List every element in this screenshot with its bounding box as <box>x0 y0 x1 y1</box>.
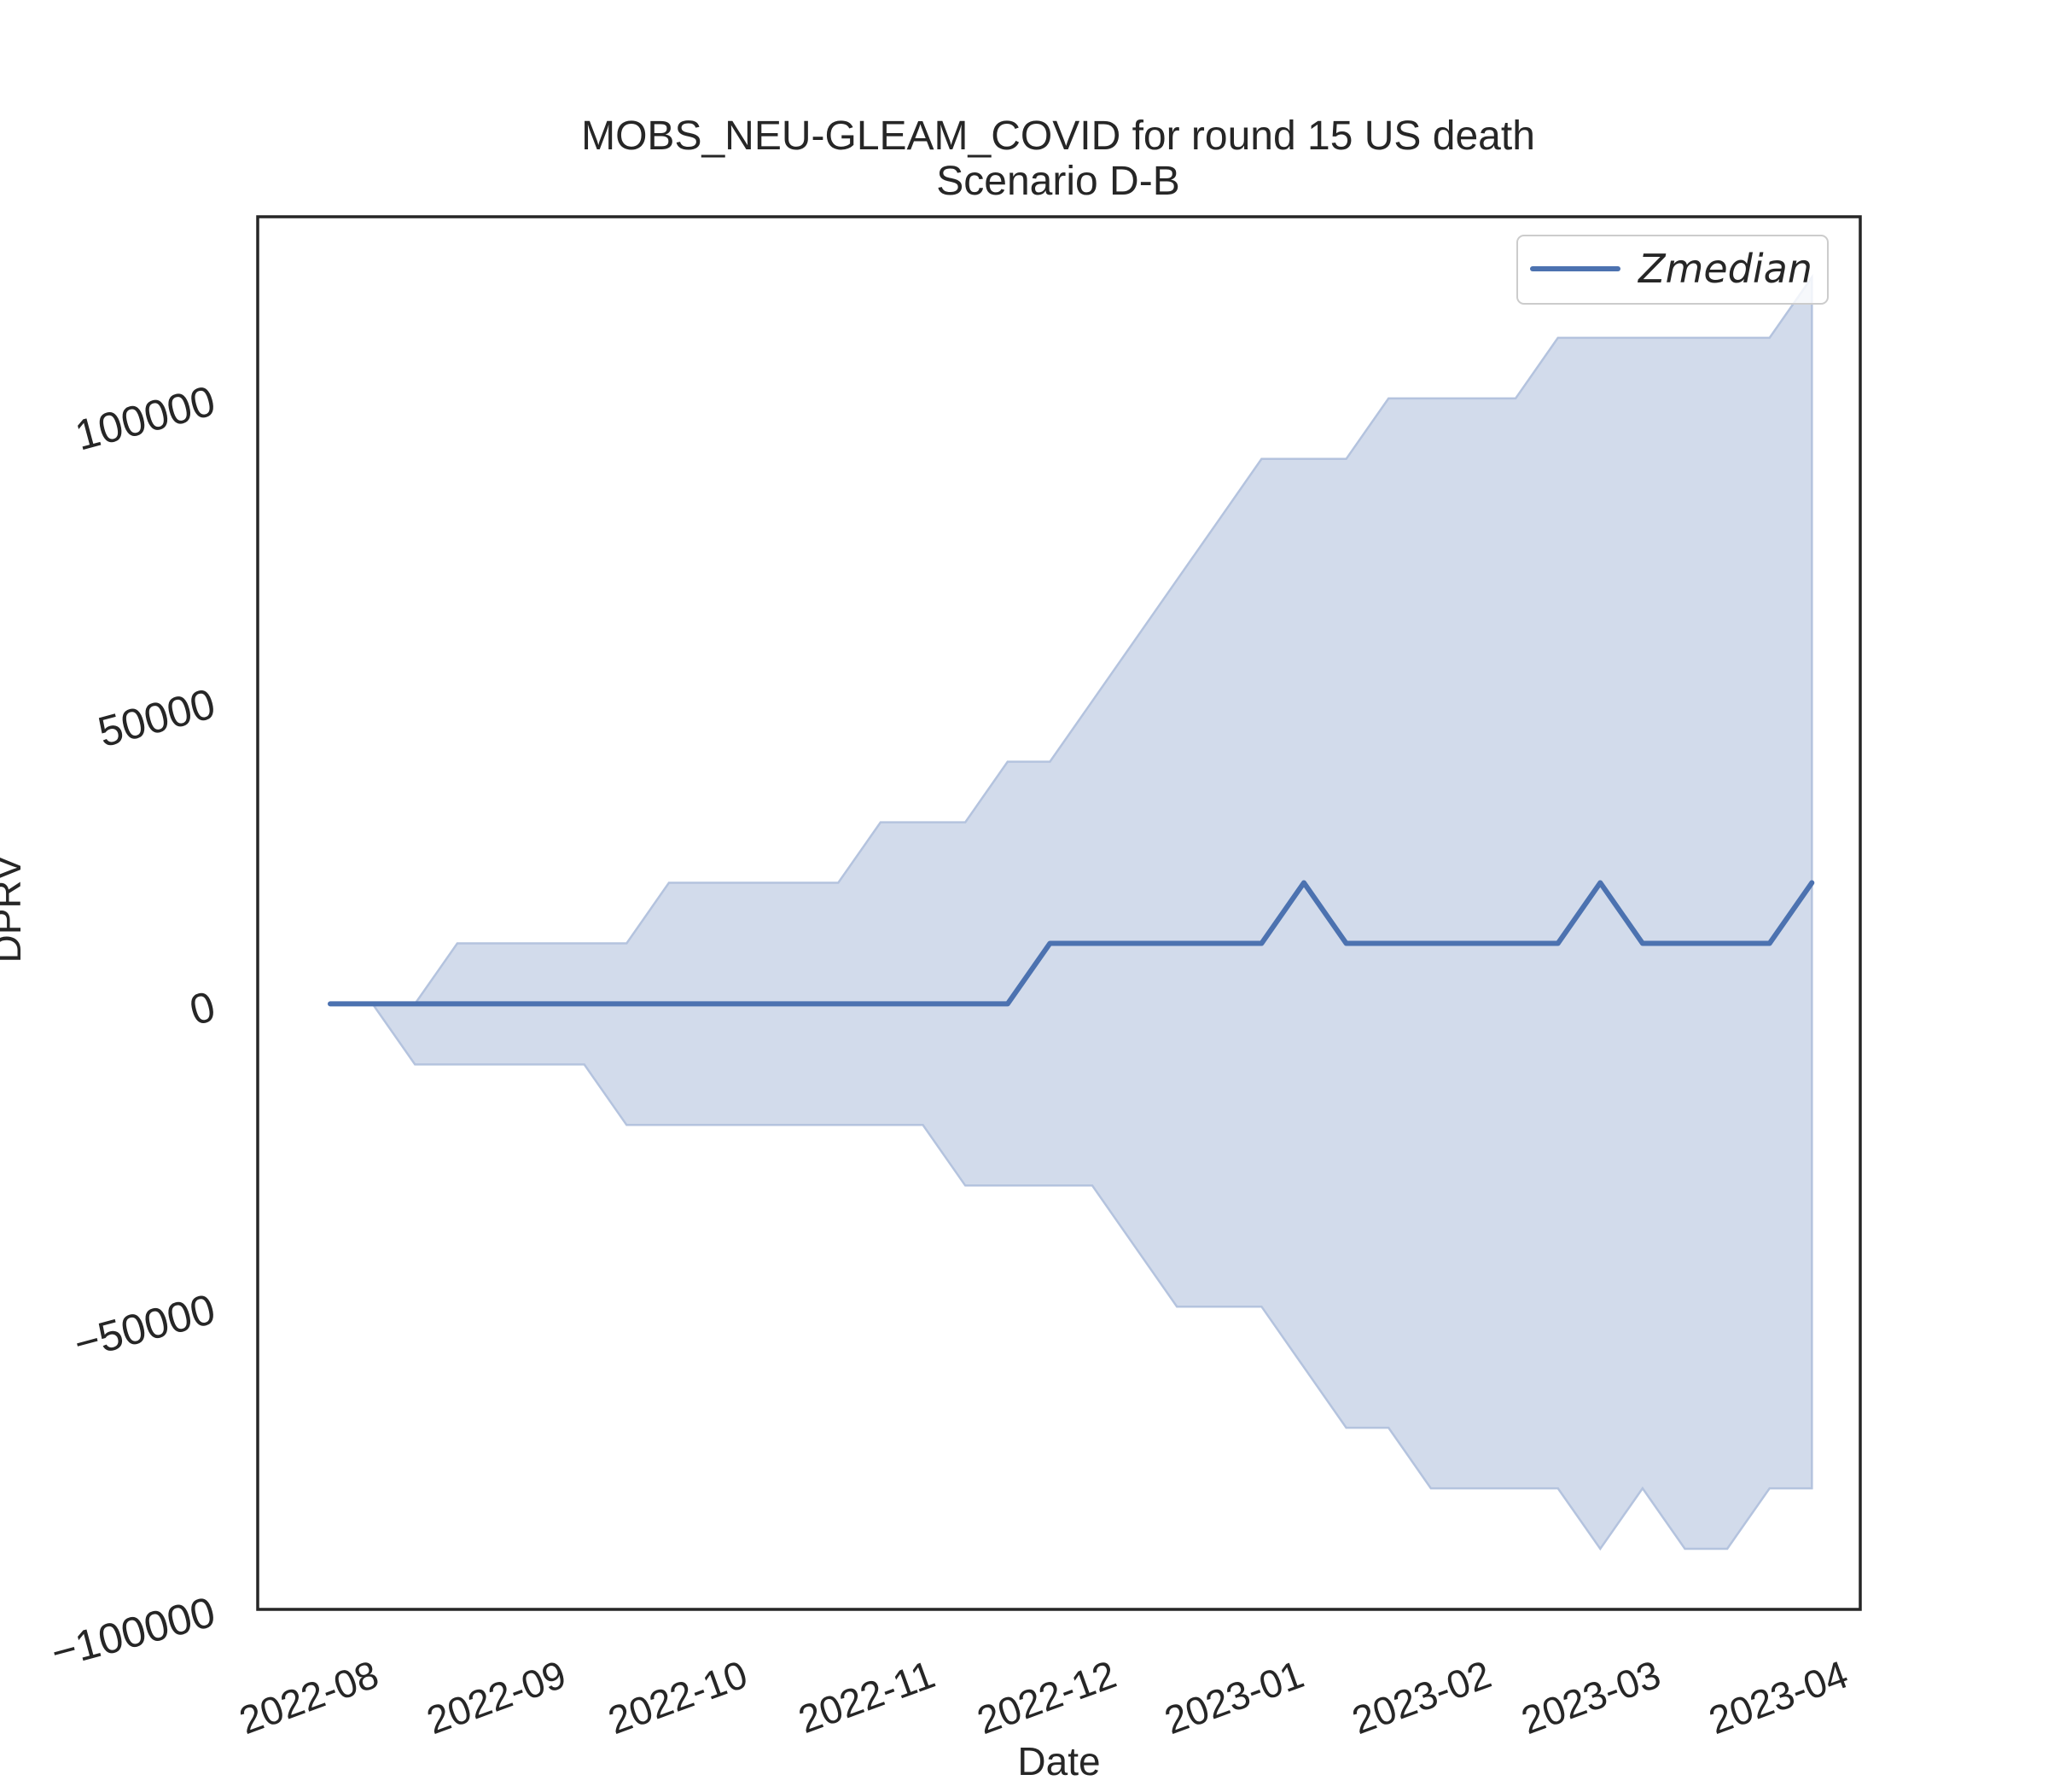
x-tick-label: 2022-08 <box>234 1652 384 1743</box>
x-tick-label: 2023-03 <box>1516 1652 1666 1743</box>
chart-subtitle: Scenario D-B <box>936 159 1179 204</box>
chart-title: MOBS_NEU-GLEAM_COVID for round 15 US dea… <box>581 113 1535 159</box>
x-tick-label: 2022-10 <box>602 1652 753 1743</box>
x-tick-label: 2022-11 <box>793 1652 940 1742</box>
x-tick-label: 2022-09 <box>421 1652 571 1743</box>
legend-label-zmedian: Zmedian <box>1637 246 1812 292</box>
y-tick-label: 100000 <box>70 376 220 459</box>
legend[interactable]: Zmedian <box>1516 235 1829 305</box>
x-tick-label: 2022-12 <box>971 1652 1121 1743</box>
y-tick-label: 50000 <box>93 679 220 756</box>
y-tick-label: −50000 <box>69 1285 220 1369</box>
x-axis-ticks: 2022-08 2022-09 2022-10 2022-11 2022-12 2023-… <box>234 1652 1854 1743</box>
uncertainty-band <box>330 274 1813 1551</box>
x-axis-label: Date <box>1017 1739 1100 1783</box>
legend-box <box>1516 235 1829 305</box>
plot-area <box>328 274 1815 1551</box>
y-axis-label: DPRV <box>0 854 29 963</box>
x-tick-label: 2023-01 <box>1159 1652 1309 1743</box>
y-axis-ticks: −100000 −50000 0 50000 100000 <box>46 376 220 1677</box>
y-tick-label: 0 <box>184 982 219 1034</box>
series-line-zmedian <box>328 880 1815 1007</box>
x-tick-label: 2023-04 <box>1703 1652 1853 1743</box>
plot-frame <box>256 215 1862 1611</box>
x-tick-label: 2023-02 <box>1347 1652 1497 1743</box>
y-tick-label: −100000 <box>46 1588 220 1678</box>
